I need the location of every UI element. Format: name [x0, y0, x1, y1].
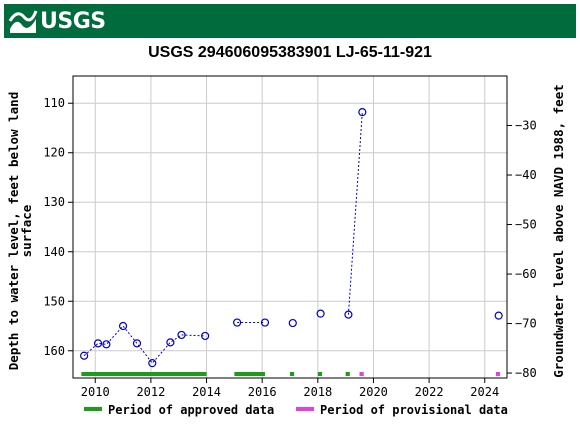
data-point [177, 330, 186, 340]
y-axis-left: 110 120 130 140 150 160 [43, 96, 73, 358]
data-point [201, 331, 210, 341]
y-left-tick-label: 110 [43, 96, 65, 110]
legend-provisional-label: Period of provisional data [320, 403, 508, 417]
data-lines [83, 112, 363, 364]
data-point [148, 359, 157, 368]
x-axis: 2010 2012 2014 2016 2018 2020 2022 2024 [81, 378, 499, 399]
legend-approved-label: Period of approved data [108, 403, 274, 417]
grid [73, 76, 507, 378]
x-tick-label: 2012 [136, 385, 165, 399]
data-point [288, 318, 297, 328]
x-tick-label: 2024 [470, 385, 499, 399]
usgs-wave-icon [8, 10, 38, 33]
y-left-tick-label: 130 [43, 195, 65, 209]
y-right-tick-label: −80 [515, 366, 537, 380]
chart-title: USGS 294606095383901 LJ-65-11-921 [148, 44, 432, 61]
data-point [344, 310, 353, 319]
approved-period-bar [290, 372, 295, 376]
legend: Period of approved data Period of provis… [84, 403, 508, 417]
y-axis-right: −30 −40 −50 −60 −70 −80 [507, 119, 537, 380]
usgs-logo-text: USGS [40, 8, 106, 34]
x-tick-label: 2010 [81, 385, 110, 399]
y-axis-left-label-line1: Depth to water level, feet below land [6, 92, 21, 370]
x-tick-label: 2014 [192, 385, 221, 399]
approved-period-bar [345, 372, 350, 376]
provisional-period-bar [359, 372, 364, 376]
y-right-tick-label: −60 [515, 267, 537, 281]
x-tick-label: 2020 [359, 385, 388, 399]
y-left-tick-label: 140 [43, 245, 65, 259]
x-tick-label: 2016 [248, 385, 277, 399]
data-point [316, 309, 325, 318]
data-point [118, 321, 128, 331]
approved-period-bar [317, 372, 322, 376]
plot-frame [72, 75, 508, 379]
data-point [233, 318, 242, 327]
y-right-tick-label: −70 [515, 317, 537, 331]
x-tick-label: 2018 [303, 385, 332, 399]
provisional-period-bar [495, 372, 501, 376]
usgs-logo: USGS [8, 7, 106, 35]
period-bars [81, 372, 501, 376]
y-right-tick-label: −40 [515, 168, 537, 182]
legend-approved-swatch [84, 407, 102, 411]
y-axis-right-label: Groundwater level above NAVD 1988, feet [551, 84, 566, 378]
data-point [166, 338, 175, 347]
data-point [494, 311, 503, 320]
y-right-tick-label: −30 [515, 119, 537, 133]
legend-provisional-swatch [296, 407, 314, 411]
series-line [347, 112, 363, 315]
data-point [132, 339, 142, 348]
y-left-tick-label: 160 [43, 344, 65, 358]
usgs-banner: USGS [4, 4, 576, 38]
data-point [358, 108, 367, 117]
series-line [83, 325, 206, 364]
y-axis-left-label-line2: surface [19, 204, 34, 257]
approved-period-bar [81, 372, 207, 376]
data-point [102, 340, 111, 349]
x-tick-label: 2022 [415, 385, 444, 399]
data-point [93, 339, 103, 348]
approved-period-bar [234, 372, 265, 376]
y-left-tick-label: 120 [43, 146, 65, 160]
y-left-tick-label: 150 [43, 294, 65, 308]
data-point [80, 351, 89, 360]
data-point [260, 318, 270, 327]
y-right-tick-label: −50 [515, 218, 537, 232]
data-points [80, 108, 503, 368]
